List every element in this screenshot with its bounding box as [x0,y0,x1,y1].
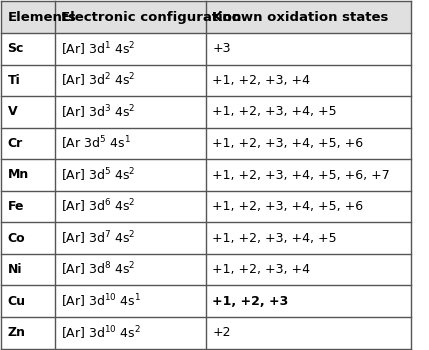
Text: Ni: Ni [8,263,22,276]
Text: +2: +2 [212,326,231,340]
Text: [Ar] 3d$^{10}$ 4s$^{2}$: [Ar] 3d$^{10}$ 4s$^{2}$ [61,324,141,342]
Text: V: V [8,105,17,118]
Text: Ti: Ti [8,74,20,87]
Text: Mn: Mn [8,168,29,182]
Text: [Ar] 3d$^{8}$ 4s$^{2}$: [Ar] 3d$^{8}$ 4s$^{2}$ [61,261,135,279]
Bar [1,1,411,33]
Text: Known oxidation states: Known oxidation states [212,10,389,24]
Text: +1, +2, +3, +4, +5, +6: +1, +2, +3, +4, +5, +6 [212,200,363,213]
Text: [Ar] 3d$^{3}$ 4s$^{2}$: [Ar] 3d$^{3}$ 4s$^{2}$ [61,103,135,121]
Text: +1, +2, +3: +1, +2, +3 [212,295,289,308]
Text: [Ar] 3d$^{10}$ 4s$^{1}$: [Ar] 3d$^{10}$ 4s$^{1}$ [61,293,141,310]
Text: Zn: Zn [8,326,26,340]
Text: +1, +2, +3, +4: +1, +2, +3, +4 [212,263,311,276]
Text: Elements: Elements [8,10,76,24]
Text: +1, +2, +3, +4: +1, +2, +3, +4 [212,74,311,87]
Text: [Ar] 3d$^{5}$ 4s$^{2}$: [Ar] 3d$^{5}$ 4s$^{2}$ [61,166,135,184]
Text: +1, +2, +3, +4, +5: +1, +2, +3, +4, +5 [212,232,337,245]
Text: [Ar] 3d$^{2}$ 4s$^{2}$: [Ar] 3d$^{2}$ 4s$^{2}$ [61,71,135,89]
Text: Sc: Sc [8,42,24,55]
Text: [Ar 3d$^{5}$ 4s$^{1}$: [Ar 3d$^{5}$ 4s$^{1}$ [61,135,130,152]
Text: +1, +2, +3, +4, +5: +1, +2, +3, +4, +5 [212,105,337,118]
Text: +3: +3 [212,42,231,55]
Text: Electronic configuration: Electronic configuration [61,10,241,24]
Text: Co: Co [8,232,25,245]
Text: [Ar] 3d$^{7}$ 4s$^{2}$: [Ar] 3d$^{7}$ 4s$^{2}$ [61,229,135,247]
Text: Cu: Cu [8,295,26,308]
Text: Cr: Cr [8,137,23,150]
Text: [Ar] 3d$^{1}$ 4s$^{2}$: [Ar] 3d$^{1}$ 4s$^{2}$ [61,40,135,57]
Text: [Ar] 3d$^{6}$ 4s$^{2}$: [Ar] 3d$^{6}$ 4s$^{2}$ [61,198,135,215]
Text: +1, +2, +3, +4, +5, +6: +1, +2, +3, +4, +5, +6 [212,137,363,150]
Text: +1, +2, +3, +4, +5, +6, +7: +1, +2, +3, +4, +5, +6, +7 [212,168,390,182]
Text: Fe: Fe [8,200,24,213]
